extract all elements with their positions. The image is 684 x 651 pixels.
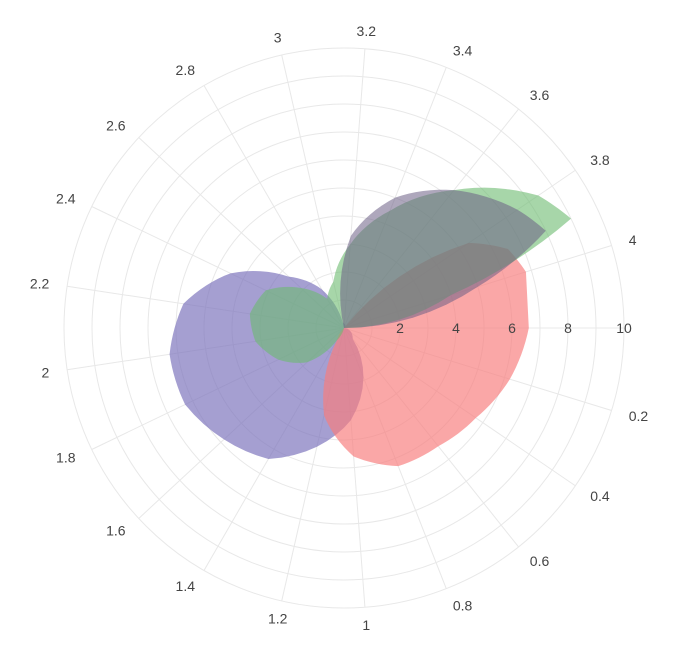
angular-tick-label: 2.6	[106, 117, 126, 133]
spoke-gridline	[203, 85, 345, 329]
radial-tick-label: 2	[396, 320, 404, 336]
angular-tick-labels: 0.2 0.4 0.6 0.8 1 1.2 1.4 1.6 1.8 2 2.2 2.4 2.6 2.8 3 3…	[30, 23, 649, 633]
radial-tick-labels: 2 4 6 8 10	[396, 320, 632, 336]
angular-tick-label: 0.6	[530, 553, 550, 569]
angular-tick-label: 0.4	[590, 488, 610, 504]
angular-tick-label: 3.4	[453, 43, 473, 59]
angular-tick-label: 4	[629, 232, 637, 248]
angular-tick-label: 1	[362, 617, 370, 633]
angular-tick-label: 2.4	[56, 191, 76, 207]
angular-tick-label: 0.8	[453, 597, 473, 613]
angular-tick-label: 1.4	[176, 578, 196, 594]
angular-tick-label: 3	[274, 29, 282, 45]
radial-tick-label: 10	[616, 320, 632, 336]
angular-tick-label: 3.6	[530, 87, 550, 103]
series-area-4	[340, 189, 546, 328]
angular-tick-label: 1.6	[106, 523, 126, 539]
angular-tick-label: 1.8	[56, 449, 76, 465]
radial-tick-label: 6	[508, 320, 516, 336]
angular-tick-label: 3.8	[590, 152, 610, 168]
angular-tick-label: 1.2	[268, 611, 288, 627]
angular-tick-label: 0.2	[629, 408, 649, 424]
radial-tick-label: 8	[564, 320, 572, 336]
angular-tick-label: 2.2	[30, 276, 50, 292]
series-layer	[169, 187, 572, 467]
radial-tick-label: 4	[452, 320, 460, 336]
angular-tick-label: 3.2	[357, 23, 377, 39]
angular-tick-label: 2.8	[176, 62, 196, 78]
angular-tick-label: 2	[42, 364, 50, 380]
